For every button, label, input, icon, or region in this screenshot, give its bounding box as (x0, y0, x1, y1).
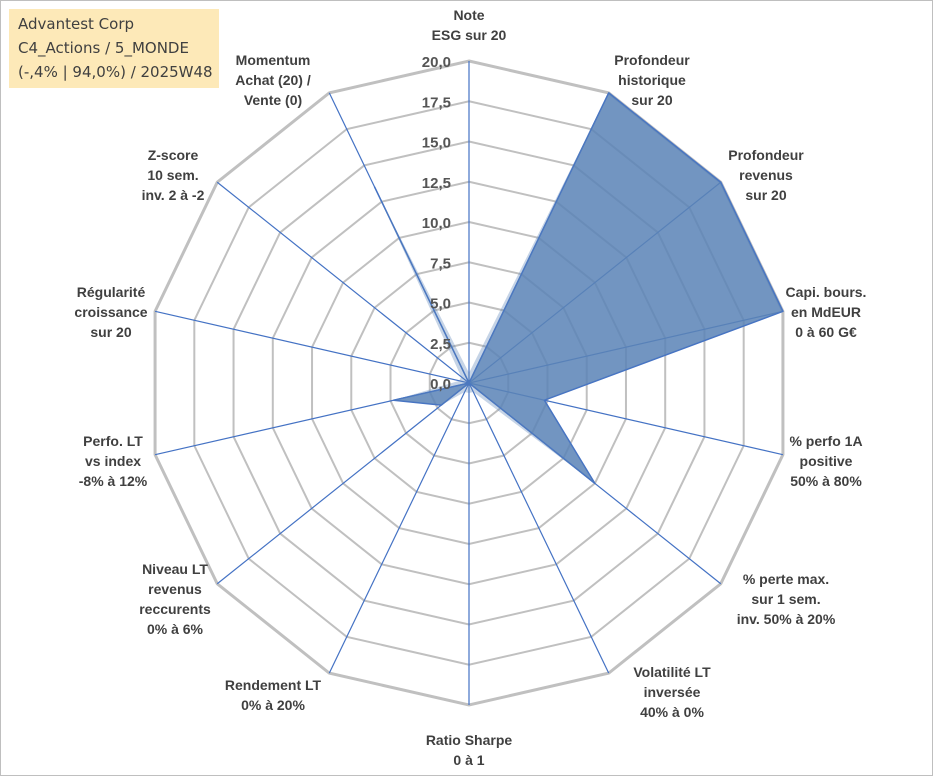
axis-spoke-6 (468, 382, 610, 674)
axis-label-4: % perfo 1A positive 50% à 80% (789, 433, 862, 489)
series-center-shade (374, 92, 783, 484)
axis-label-line: sur 1 sem. (751, 591, 820, 607)
axis-label-6: Volatilité LT inversée 40% à 0% (633, 664, 711, 720)
axis-label-line: positive (800, 453, 853, 469)
axis-label-0: Note ESG sur 20 (432, 7, 507, 43)
axis-label-line: inv. 50% à 20% (737, 611, 836, 627)
axis-label-line: reccurents (139, 601, 211, 617)
series-area (373, 92, 784, 485)
tick-label: 2,5 (430, 336, 451, 353)
axis-label-line: ESG sur 20 (432, 27, 507, 43)
info-box: Advantest Corp C4_Actions / 5_MONDE (-,4… (9, 9, 219, 88)
axis-label-10: Perfo. LT vs index -8% à 12% (79, 433, 148, 489)
axis-label-line: Ratio Sharpe (426, 732, 513, 748)
axis-label-line: inversée (644, 684, 701, 700)
tick-label: 15,0 (422, 135, 451, 152)
axis-label-9: Niveau LT revenus reccurents 0% à 6% (139, 561, 211, 637)
tick-label: 12,5 (422, 175, 451, 192)
radar-tick-labels: 0,0 2,5 5,0 7,5 10,0 12,5 15,0 17,5 20,0 (422, 54, 451, 393)
axis-label-line: Rendement LT (225, 677, 322, 693)
axis-label-5: % perte max. sur 1 sem. inv. 50% à 20% (737, 571, 836, 627)
axis-label-line: Note (453, 7, 484, 23)
axis-label-line: -8% à 12% (79, 473, 148, 489)
axis-label-line: historique (618, 72, 686, 88)
axis-label-line: Achat (20) / (235, 72, 311, 88)
axis-label-line: 0 à 60 G€ (795, 324, 857, 340)
portfolio-category: C4_Actions / 5_MONDE (18, 39, 189, 57)
axis-label-1: Profondeur historique sur 20 (614, 52, 690, 108)
tick-label: 5,0 (430, 296, 451, 313)
axis-label-line: % perte max. (743, 571, 829, 587)
axis-label-line: Régularité (77, 284, 146, 300)
axis-label-line: Momentum (236, 52, 311, 68)
axis-label-line: inv. 2 à -2 (142, 187, 205, 203)
axis-spoke-9 (216, 382, 470, 585)
score-period: (-,4% | 94,0%) / 2025W48 (18, 63, 213, 81)
axis-label-line: 0% à 20% (241, 697, 305, 713)
axis-label-3: Capi. bours. en MdEUR 0 à 60 G€ (786, 284, 867, 340)
axis-label-line: 10 sem. (147, 167, 198, 183)
axis-label-line: sur 20 (631, 92, 672, 108)
axis-label-line: croissance (74, 304, 147, 320)
tick-label: 17,5 (422, 94, 451, 111)
company-name: Advantest Corp (18, 15, 135, 33)
axis-label-line: 50% à 80% (790, 473, 862, 489)
axis-label-line: Z-score (148, 147, 199, 163)
axis-label-11: Régularité croissance sur 20 (74, 284, 147, 340)
axis-label-8: Rendement LT 0% à 20% (225, 677, 322, 713)
axis-label-line: revenus (148, 581, 202, 597)
axis-spoke-11 (154, 310, 470, 384)
axis-label-12: Z-score 10 sem. inv. 2 à -2 (142, 147, 205, 203)
axis-label-line: Profondeur (614, 52, 690, 68)
tick-label: 7,5 (430, 255, 451, 272)
tick-label: 20,0 (422, 54, 451, 71)
axis-label-13: Momentum Achat (20) / Vente (0) (235, 52, 311, 108)
axis-spoke-8 (328, 382, 470, 674)
axis-spoke-12 (216, 181, 470, 384)
axis-label-line: sur 20 (745, 187, 786, 203)
radar-axis-labels: Note ESG sur 20 Profondeur historique sur 20… (74, 7, 866, 768)
tick-label: 10,0 (422, 215, 451, 232)
axis-label-line: sur 20 (90, 324, 131, 340)
radar-series (373, 92, 784, 485)
axis-label-line: Perfo. LT (83, 433, 143, 449)
axis-label-line: en MdEUR (791, 304, 861, 320)
axis-label-7: Ratio Sharpe 0 à 1 (426, 732, 513, 768)
axis-label-line: 0 à 1 (453, 752, 484, 768)
axis-label-line: Volatilité LT (633, 664, 711, 680)
axis-label-line: 40% à 0% (640, 704, 704, 720)
axis-label-line: Capi. bours. (786, 284, 867, 300)
axis-label-line: revenus (739, 167, 793, 183)
axis-label-line: Vente (0) (244, 92, 302, 108)
axis-label-line: Niveau LT (142, 561, 208, 577)
tick-label: 0,0 (430, 376, 451, 393)
axis-label-line: % perfo 1A (789, 433, 862, 449)
axis-label-line: vs index (85, 453, 141, 469)
axis-label-line: 0% à 6% (147, 621, 204, 637)
axis-label-2: Profondeur revenus sur 20 (728, 147, 804, 203)
axis-label-line: Profondeur (728, 147, 804, 163)
